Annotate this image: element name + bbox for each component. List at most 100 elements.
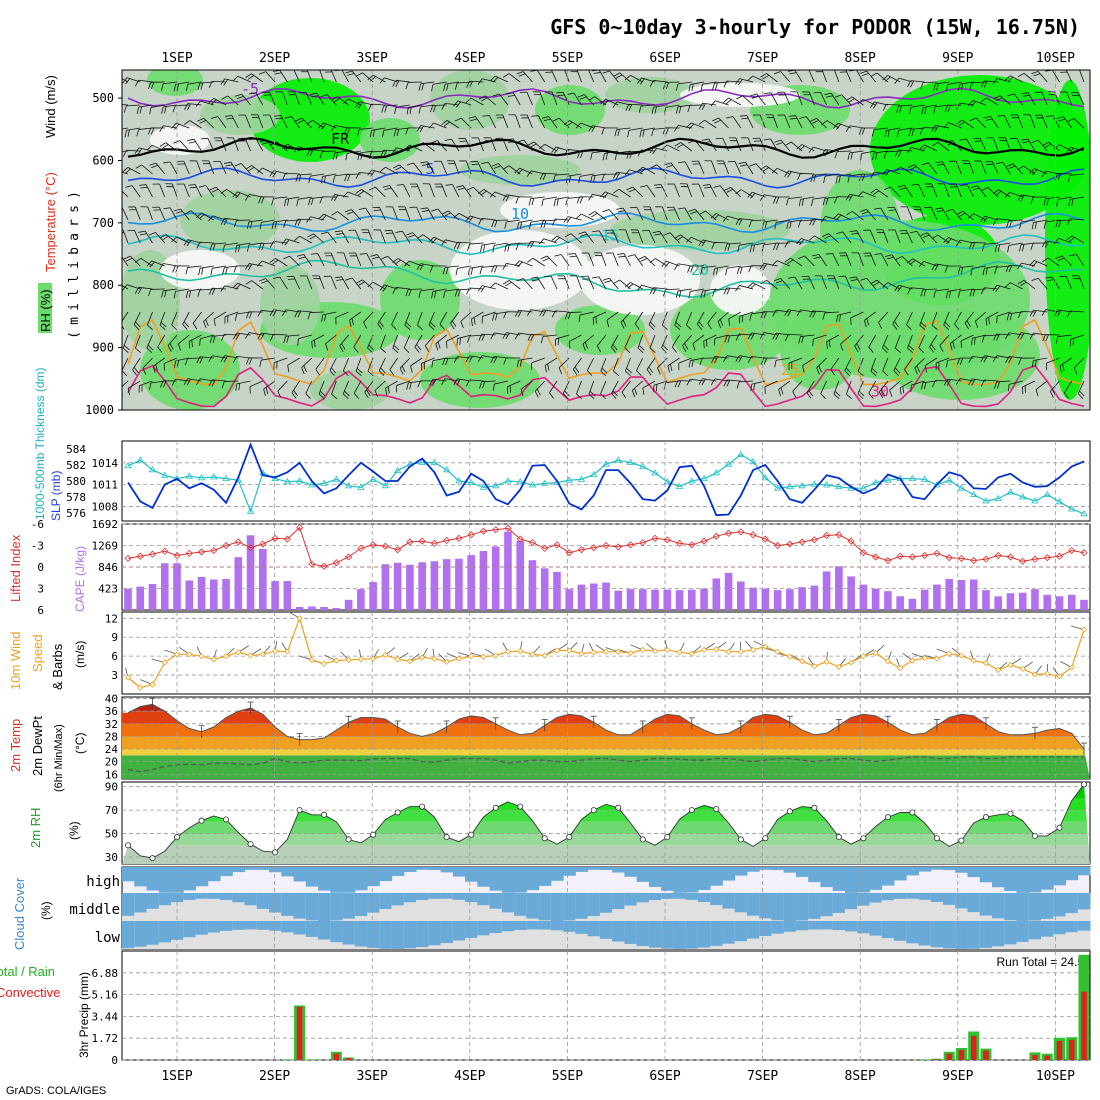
wind-barb — [873, 150, 888, 154]
wind-barb — [187, 81, 202, 85]
upper-wind-barbs — [122, 70, 1085, 400]
wind-barb-flag — [429, 265, 434, 273]
cloud-cell — [808, 867, 821, 883]
wind-barb-flag — [1041, 240, 1046, 248]
wind-barb — [435, 334, 447, 344]
wind-barb-flag — [259, 359, 262, 368]
wind-barb-flag — [208, 379, 213, 387]
wind-barb-flag — [187, 138, 195, 142]
wind-barb-flag — [355, 370, 362, 377]
wind-barb — [375, 186, 386, 198]
lifted-index-point — [908, 553, 916, 561]
rh-point — [884, 814, 891, 821]
wind-barb — [402, 230, 411, 244]
wind-barb-flag — [892, 323, 898, 330]
wind-barb — [343, 252, 349, 267]
rh-line — [127, 784, 1085, 859]
wind-barb-flag — [955, 239, 961, 247]
wind-barb-flag — [515, 243, 519, 251]
wind-speed-point — [872, 649, 879, 657]
wind-barb — [318, 275, 325, 290]
wind-barb-flag — [125, 78, 131, 85]
wind-barb-flag — [249, 138, 257, 141]
cloud-cell — [967, 921, 981, 949]
cloud-cell — [342, 867, 356, 893]
wind-barb-flag — [624, 282, 631, 288]
wind-barb — [236, 332, 251, 336]
wind-barb-flag — [188, 290, 192, 298]
wind-barb — [502, 114, 509, 129]
wind-barb — [469, 80, 484, 83]
thickness-point — [222, 474, 230, 481]
wind-barb — [233, 137, 239, 152]
wind-barb-flag — [661, 260, 667, 267]
wind-barb-flag — [406, 162, 414, 166]
wind-barb — [911, 380, 925, 386]
wind-barb — [834, 70, 840, 83]
lifted-index-point — [945, 554, 953, 562]
wind-barb-flag — [453, 212, 460, 219]
wind-barb — [425, 334, 435, 346]
wind-barb-flag — [666, 164, 673, 168]
wind-barb — [171, 311, 178, 326]
cloud-cell — [1028, 921, 1042, 940]
wind-barb-flag — [748, 220, 752, 228]
wind-barb-flag — [627, 130, 630, 138]
wind-barb-flag — [223, 355, 228, 363]
wind-barb-flag — [812, 310, 817, 318]
wind-barb-flag — [591, 125, 596, 133]
wind-barb — [579, 173, 594, 177]
wind-barb — [1041, 114, 1048, 129]
lifted-index-point — [982, 555, 990, 563]
wind-barb — [134, 334, 141, 349]
wind-barb-flag — [866, 318, 870, 326]
wind-barb — [532, 257, 545, 267]
cloud-cell — [220, 867, 233, 877]
wind-barb-flag — [187, 103, 191, 111]
cloud-background — [428, 893, 442, 921]
wind-barb-flag — [712, 117, 719, 122]
thickness-point — [565, 476, 573, 483]
rh-point — [1081, 781, 1088, 788]
cape-bar — [197, 576, 206, 610]
wind-barb-flag — [798, 199, 801, 207]
wind-barb-flag — [872, 152, 875, 160]
wind-barb — [420, 81, 435, 85]
wind-barb-flag — [992, 78, 998, 85]
rh-point — [125, 842, 132, 849]
wind-barb — [677, 125, 692, 129]
cape-bar — [884, 591, 892, 610]
wind-barb-flag — [960, 267, 964, 275]
wind-barb — [506, 242, 521, 246]
wind-barb-flag — [528, 198, 532, 206]
cape-tick-label: 423 — [98, 583, 118, 596]
wind-barb — [1078, 275, 1085, 290]
lifted-index-point — [406, 538, 414, 546]
wind-barb-flag — [1046, 279, 1054, 282]
wind-barb-flag — [911, 184, 919, 186]
cloud-cell — [881, 893, 895, 901]
lifted-index-point — [994, 551, 1002, 560]
wind-barb-flag — [336, 233, 344, 235]
wind-barb-flag — [1042, 334, 1046, 342]
wind-speed-point — [995, 666, 1002, 674]
wind-barb — [175, 288, 190, 292]
wind-barb-flag — [690, 211, 698, 215]
wind-barb-flag — [221, 95, 228, 100]
wind-barb — [876, 279, 889, 290]
cloud-cell — [1077, 867, 1091, 876]
wind-barb-flag — [441, 103, 446, 110]
wind-speed-point — [639, 646, 646, 653]
wind-barb-flag — [686, 237, 692, 243]
wind-barb — [380, 229, 386, 244]
cloud-cell — [710, 867, 723, 886]
wind-barb-flag — [822, 312, 826, 320]
wind-barb-flag — [924, 106, 927, 114]
wind-barb-flag — [887, 129, 890, 137]
temperature-contour — [127, 233, 1085, 256]
wind-barb-flag — [760, 357, 764, 365]
wind-barb-flag — [343, 370, 349, 377]
rh-region — [360, 118, 420, 162]
wind-barb-flag — [341, 343, 346, 350]
wind-barb — [183, 160, 190, 175]
